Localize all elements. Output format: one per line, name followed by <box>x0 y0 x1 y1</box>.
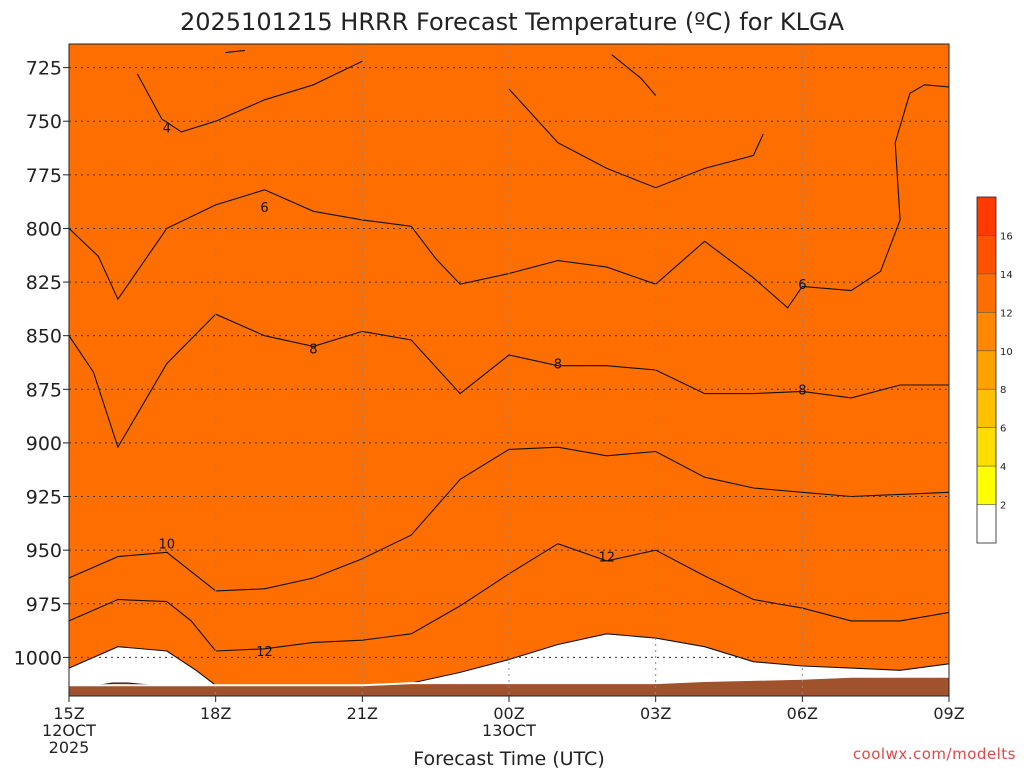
x-tick-sublabel-00Z-0: 13OCT <box>482 721 536 740</box>
grid-lines <box>69 44 949 696</box>
x-tick-label-03Z: 03Z <box>640 704 671 723</box>
y-tick-label-950: 950 <box>26 540 62 562</box>
y-tick-label-800: 800 <box>26 218 62 240</box>
colorbar-segment-1 <box>977 466 996 505</box>
colorbar: 2 4 6 8 10 12 14 16 <box>976 196 1013 544</box>
colorbar-tick-label-12: 12 <box>1000 308 1013 319</box>
colorbar-tick-label-14: 14 <box>1000 270 1013 281</box>
isotherm-label-0: 4 <box>163 122 171 137</box>
colorbar-segment-6 <box>977 273 996 313</box>
chart-title: 2025101215 HRRR Forecast Temperature (ºC… <box>180 8 845 36</box>
colorbar-frame <box>976 196 997 544</box>
x-tick-sublabel-15Z-0: 12OCT <box>42 721 96 740</box>
colorbar-segment-8 <box>977 197 996 236</box>
isotherm-8c <box>69 313 949 449</box>
isotherm-4c <box>136 60 363 133</box>
isotherm-14c <box>69 633 949 686</box>
y-tick-label-1000: 1000 <box>14 647 62 669</box>
colorbar-segment-2 <box>977 427 996 467</box>
isotherm-label-7: 12 <box>599 551 616 566</box>
isotherm-label-2: 6 <box>798 278 806 293</box>
isotherm-label-5: 8 <box>798 383 806 398</box>
isotherm-4c <box>508 88 764 189</box>
y-tick-label-850: 850 <box>26 326 62 348</box>
x-axis-label: Forecast Time (UTC) <box>413 748 604 768</box>
isotherm-lines <box>69 49 949 686</box>
colorbar-tick-label-6: 6 <box>1000 424 1006 435</box>
y-tick-label-900: 900 <box>26 433 62 455</box>
isotherm-6c <box>69 84 949 309</box>
pressure-axis: 725 750 775 800 825 850 875 900 925 950 975 1000 <box>14 58 69 669</box>
x-tick-label-00Z: 00Z <box>493 704 524 723</box>
colorbar-tick-label-16: 16 <box>1000 231 1013 242</box>
colorbar-tick-label-4: 4 <box>1000 462 1006 473</box>
colorbar-segment-5 <box>977 312 996 351</box>
isotherm-16c <box>98 682 153 686</box>
band-14c-0 <box>69 44 949 686</box>
isotherm-2c <box>611 54 657 96</box>
y-tick-label-750: 750 <box>26 111 62 133</box>
isotherm-labels: 4 6 6 8 8 8 10 12 12 <box>159 122 807 660</box>
colorbar-segment-7 <box>977 235 996 274</box>
x-tick-label-21Z: 21Z <box>347 704 378 723</box>
x-tick-label-09Z: 09Z <box>933 704 964 723</box>
isotherm-label-8: 12 <box>256 645 273 660</box>
y-tick-label-825: 825 <box>26 272 62 294</box>
isotherm-12c <box>69 543 949 652</box>
x-tick-label-06Z: 06Z <box>787 704 818 723</box>
isotherm-label-6: 10 <box>159 538 176 553</box>
y-tick-label-925: 925 <box>26 487 62 509</box>
colorbar-tick-label-8: 8 <box>1000 385 1006 396</box>
y-tick-label-725: 725 <box>26 58 62 80</box>
y-tick-label-775: 775 <box>26 165 62 187</box>
isotherm-label-1: 6 <box>260 201 268 216</box>
isotherm-label-4: 8 <box>554 358 562 373</box>
colorbar-segment-0 <box>977 504 996 543</box>
isotherm-2c <box>225 49 246 54</box>
isotherm-10c <box>69 446 949 592</box>
colorbar-tick-label-2: 2 <box>1000 501 1006 512</box>
y-tick-label-975: 975 <box>26 594 62 616</box>
x-tick-label-18Z: 18Z <box>200 704 231 723</box>
colorbar-segment-3 <box>977 389 996 428</box>
colorbar-tick-label-10: 10 <box>1000 347 1013 358</box>
credit-text: coolwx.com/modelts <box>853 745 1016 763</box>
y-tick-label-875: 875 <box>26 379 62 401</box>
x-tick-label-15Z: 15Z <box>53 704 84 723</box>
x-tick-sublabel-15Z-1: 2025 <box>49 738 90 757</box>
terrain-edge <box>69 675 949 687</box>
isotherm-label-3: 8 <box>309 343 317 358</box>
colorbar-segment-4 <box>977 350 996 390</box>
